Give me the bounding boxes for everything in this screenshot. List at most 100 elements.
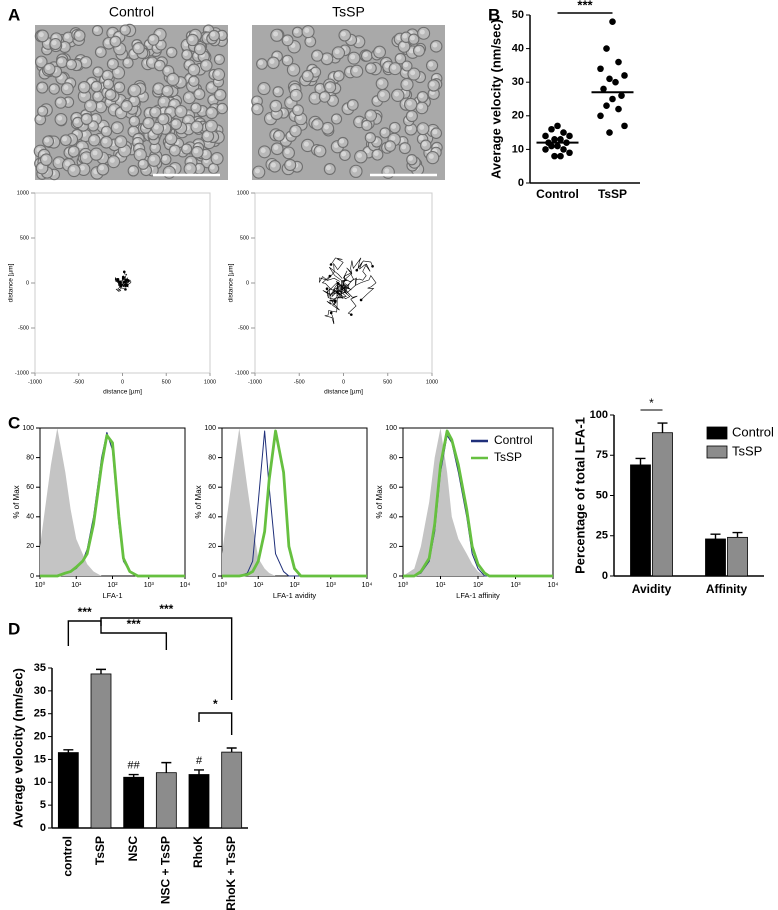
cell-highlight: [82, 154, 88, 160]
cell-highlight: [55, 158, 61, 164]
cell-highlight: [38, 83, 44, 89]
data-point: [557, 136, 564, 143]
cell-highlight: [130, 97, 136, 103]
y-tick-label: 1000: [17, 190, 29, 196]
cell-highlight: [149, 35, 155, 41]
bar: [123, 776, 145, 829]
y-tick-label: -500: [18, 325, 29, 331]
cell-highlight: [289, 66, 295, 72]
cell-highlight: [156, 30, 162, 36]
data-point: [615, 105, 622, 113]
y-tick-label: 100: [22, 425, 34, 432]
cell-highlight: [325, 165, 331, 171]
track-end: [329, 311, 333, 315]
cell-highlight: [415, 46, 421, 52]
cell-highlight: [340, 31, 346, 37]
cell-highlight: [122, 102, 128, 108]
data-point: [612, 78, 619, 86]
cell-highlight: [215, 55, 221, 61]
cell-highlight: [82, 58, 88, 64]
y-tick-label: 20: [26, 543, 34, 550]
significance-label: ***: [159, 602, 173, 616]
y-tick-label: -1000: [235, 370, 249, 376]
track-end: [125, 283, 129, 287]
cell-highlight: [349, 101, 355, 107]
y-tick-label: 20: [389, 543, 397, 550]
cell-highlight: [150, 156, 156, 162]
cell-highlight: [253, 97, 259, 103]
y-tick-label: 0: [246, 280, 249, 286]
significance-bracket: [67, 620, 102, 646]
y-axis-label: % of Max: [194, 485, 203, 518]
cell-highlight: [306, 37, 312, 43]
cell-highlight: [209, 164, 215, 170]
cell-highlight: [171, 146, 177, 152]
cell-highlight: [270, 162, 276, 168]
cell-highlight: [80, 92, 86, 98]
x-tick-label: 10⁰: [217, 581, 228, 589]
cell-highlight: [38, 164, 44, 170]
cell-highlight: [114, 68, 120, 74]
cell-highlight: [379, 91, 385, 97]
x-tick-label: 10³: [326, 582, 337, 589]
cell-highlight: [335, 72, 341, 78]
cell-highlight: [311, 68, 317, 74]
x-tick-label: -1000: [248, 379, 262, 385]
y-tick-label: 25: [34, 708, 46, 720]
cell-highlight: [432, 42, 438, 48]
cell-highlight: [104, 80, 110, 86]
data-point: [554, 122, 561, 130]
cell-highlight: [170, 100, 176, 106]
bar-annotation: #: [196, 755, 203, 767]
cell-highlight: [102, 127, 108, 133]
cell-highlight: [37, 58, 43, 64]
y-tick-label: 1000: [237, 190, 249, 196]
cell-highlight: [311, 94, 317, 100]
cell-highlight: [144, 119, 150, 125]
y-tick-label: 40: [208, 514, 216, 521]
cell-highlight: [36, 115, 42, 121]
cell-highlight: [148, 58, 154, 64]
bar: [90, 673, 112, 829]
cell-highlight: [260, 84, 266, 90]
y-axis-label: Percentage of total LFA-1: [572, 417, 587, 574]
cell-highlight: [70, 166, 76, 172]
error-bar: [732, 531, 743, 538]
bar: [57, 752, 79, 829]
x-tick-label: 1000: [204, 379, 216, 385]
y-tick-label: 30: [512, 76, 524, 88]
y-axis-label: % of Max: [375, 485, 384, 518]
histogram-line: [40, 434, 185, 578]
cell-highlight: [218, 104, 224, 110]
cell-highlight: [213, 154, 219, 160]
x-axis-label: LFA-1: [102, 591, 122, 600]
y-tick-label: 10: [512, 143, 524, 155]
cell-highlight: [258, 60, 264, 66]
cell-highlight: [366, 133, 372, 139]
data-point: [600, 85, 607, 93]
cell-highlight: [396, 35, 402, 41]
cell-highlight: [366, 111, 372, 117]
cell-highlight: [151, 144, 157, 150]
cell-highlight: [165, 168, 171, 174]
cell-highlight: [117, 109, 123, 115]
legend-swatch: [706, 426, 728, 440]
x-axis-label: distance [µm]: [103, 389, 142, 396]
cell-highlight: [163, 87, 169, 93]
y-tick-label: 40: [26, 514, 34, 521]
data-point: [615, 58, 622, 66]
cell-highlight: [260, 148, 266, 154]
cell-highlight: [401, 144, 407, 150]
track-end: [118, 280, 121, 283]
histogram-line: [222, 429, 367, 578]
cell-highlight: [419, 124, 425, 130]
legend-label: Control: [732, 424, 774, 439]
cell-highlight: [93, 26, 99, 32]
cell-highlight: [407, 155, 413, 161]
cell-highlight: [130, 117, 136, 123]
error-bar: [226, 747, 237, 753]
data-point: [566, 149, 573, 157]
data-point: [618, 92, 625, 99]
cell-highlight: [64, 161, 70, 167]
cell-highlight: [89, 122, 95, 128]
